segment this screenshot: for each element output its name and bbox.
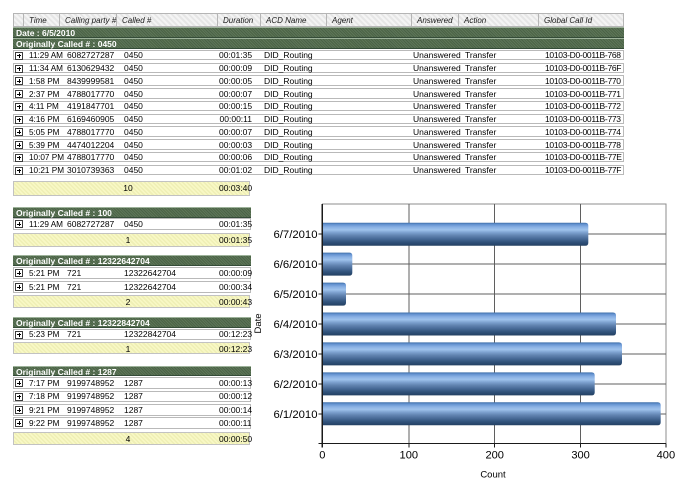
svg-text:200: 200: [485, 450, 504, 462]
svg-text:Date: Date: [253, 313, 264, 333]
svg-text:6/7/2010: 6/7/2010: [274, 229, 318, 241]
svg-text:300: 300: [571, 450, 590, 462]
svg-text:6/3/2010: 6/3/2010: [274, 349, 318, 361]
svg-text:100: 100: [400, 450, 419, 462]
svg-text:0: 0: [319, 450, 325, 462]
svg-text:6/5/2010: 6/5/2010: [274, 289, 318, 301]
svg-text:6/6/2010: 6/6/2010: [274, 259, 318, 271]
svg-text:6/2/2010: 6/2/2010: [274, 379, 318, 391]
svg-text:6/4/2010: 6/4/2010: [274, 319, 318, 331]
svg-text:400: 400: [657, 450, 676, 462]
svg-text:6/1/2010: 6/1/2010: [274, 409, 318, 421]
svg-text:Count: Count: [480, 470, 506, 481]
